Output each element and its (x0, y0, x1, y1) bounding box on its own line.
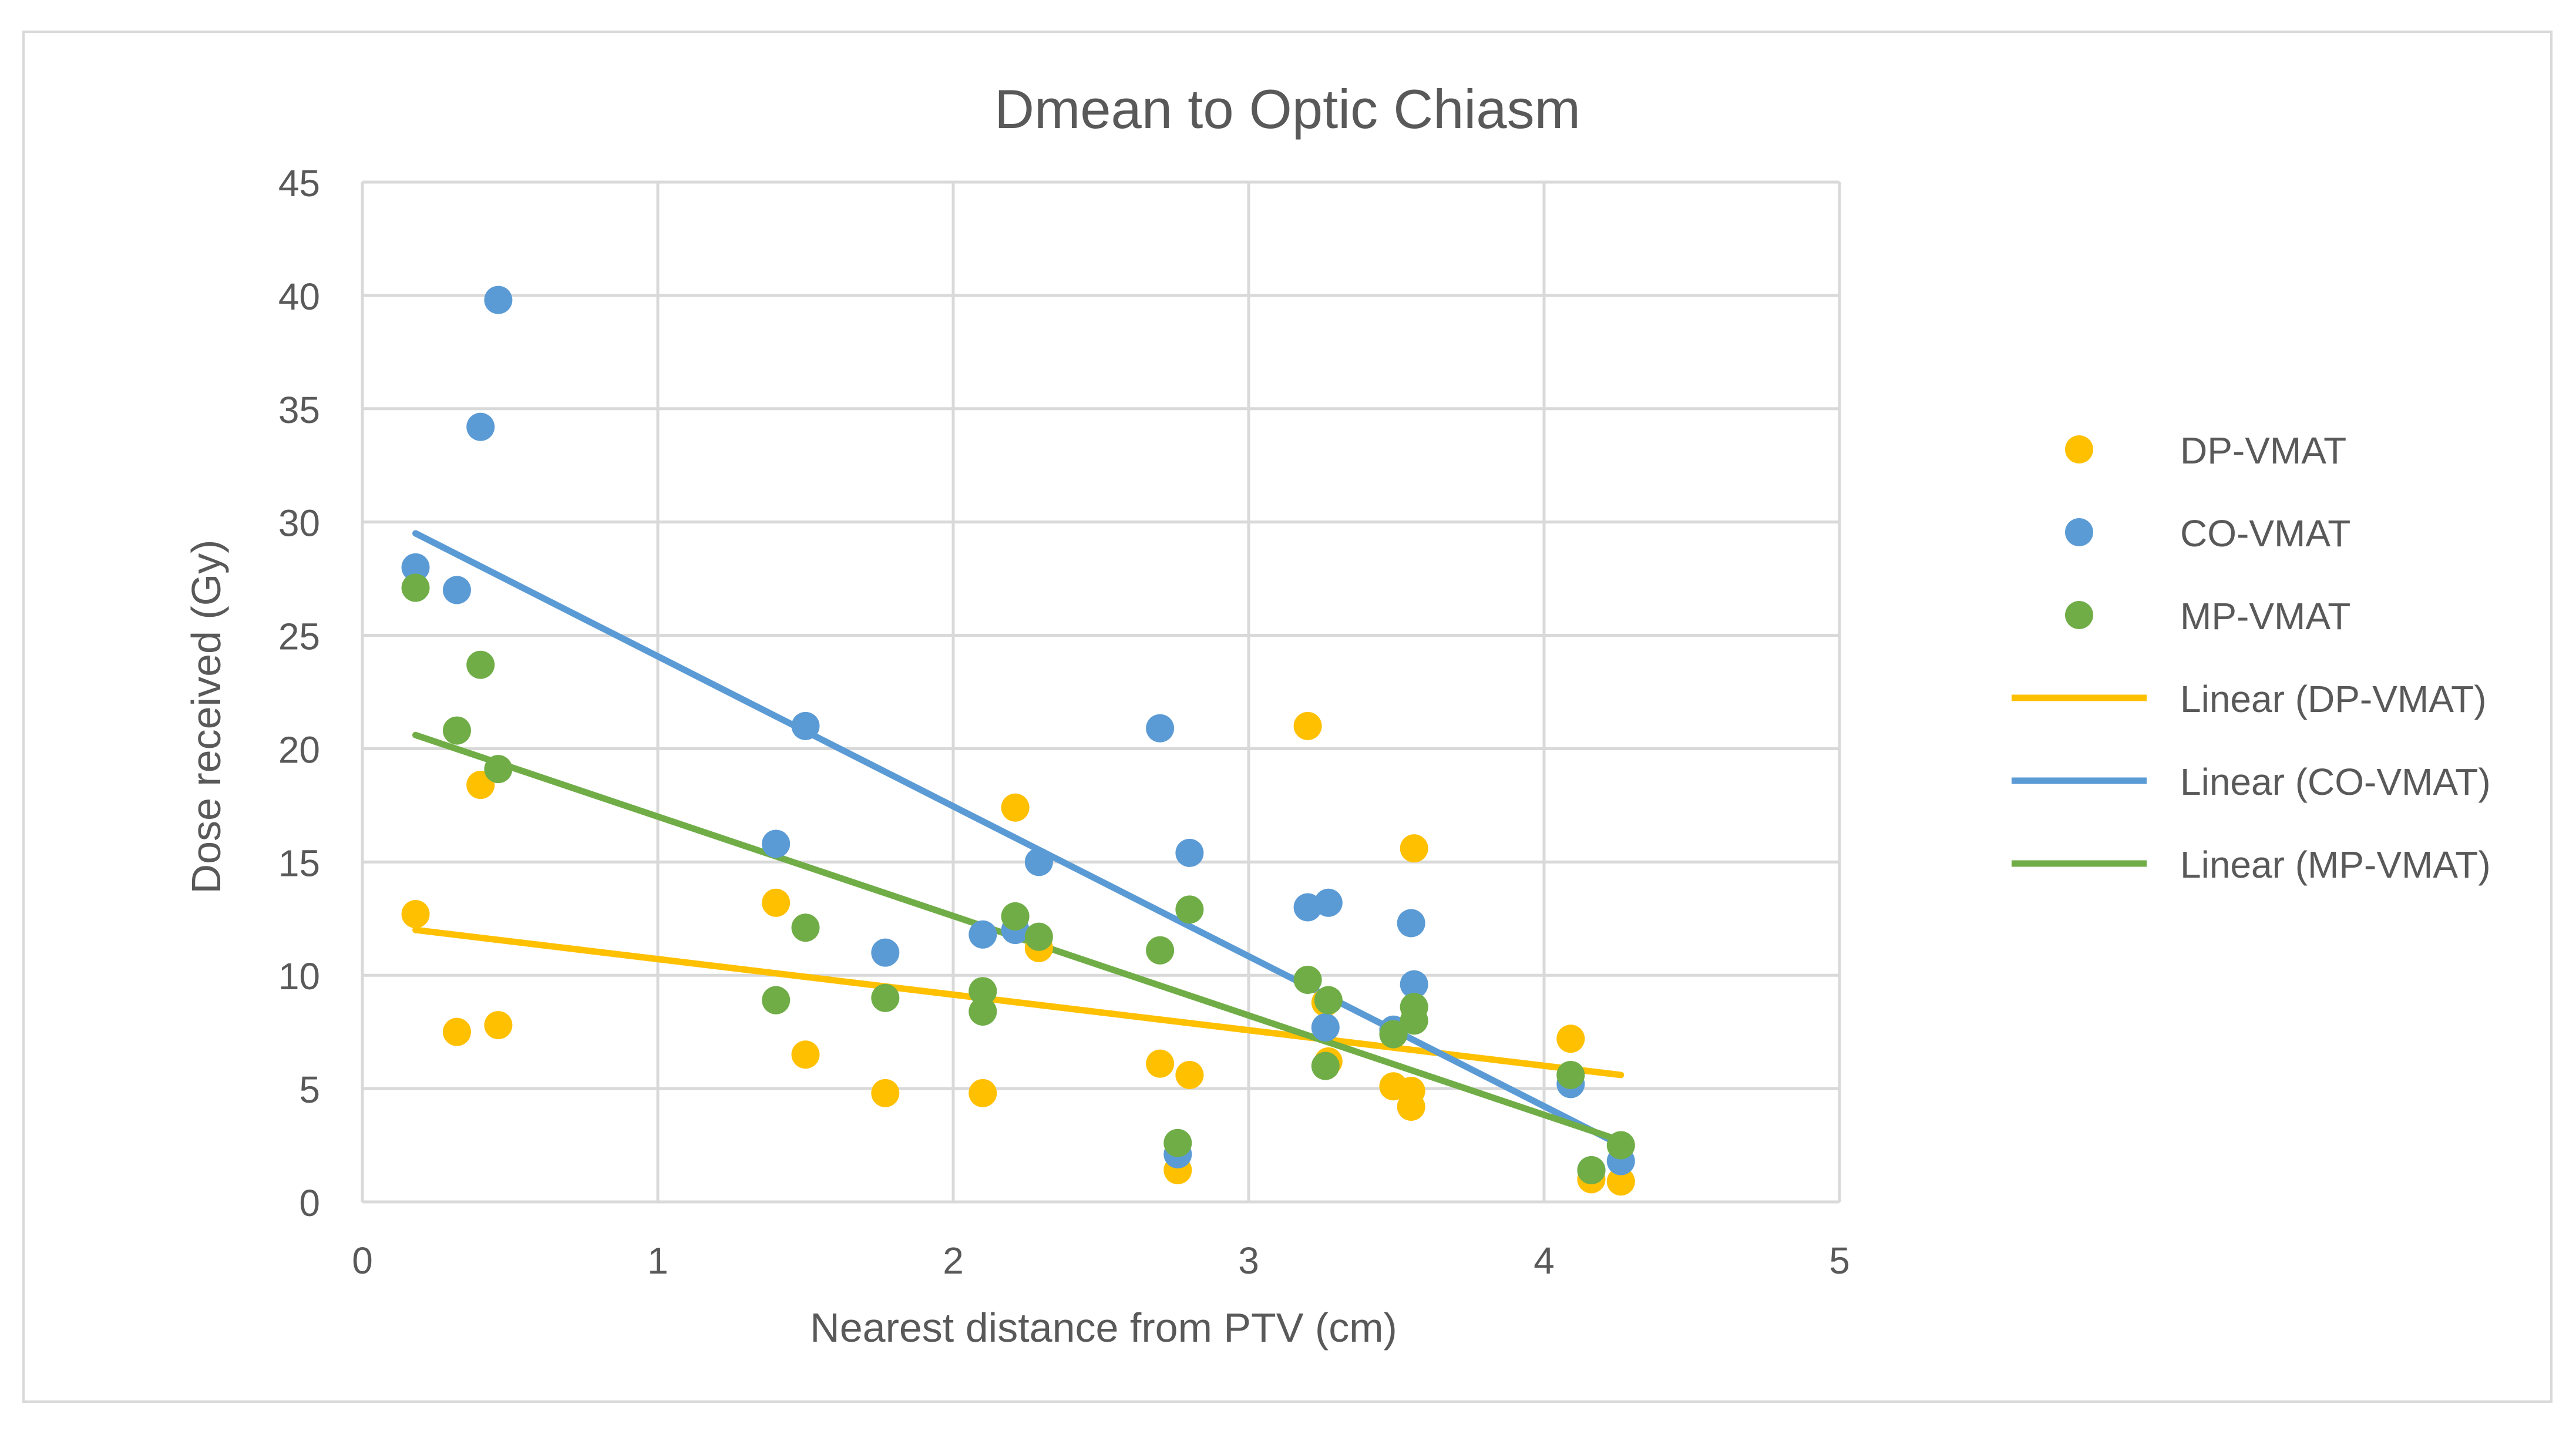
point-mp-vmat (968, 977, 997, 1006)
point-mp-vmat (1314, 986, 1343, 1015)
data-points (401, 285, 1635, 1196)
point-co-vmat (442, 576, 471, 604)
legend-entry: Linear (DP-VMAT) (2012, 678, 2487, 720)
point-dp-vmat (484, 1011, 513, 1040)
point-mp-vmat (762, 986, 791, 1015)
point-dp-vmat (871, 1079, 900, 1107)
point-mp-vmat (401, 573, 430, 602)
point-mp-vmat (466, 650, 495, 679)
point-co-vmat (791, 711, 820, 740)
point-mp-vmat (1146, 936, 1175, 965)
y-axis-label: Dose received (Gy) (183, 540, 229, 894)
legend-marker (2065, 518, 2093, 546)
legend-label: MP-VMAT (2180, 595, 2350, 637)
point-co-vmat (484, 285, 513, 314)
x-tick-label: 4 (1534, 1239, 1555, 1282)
point-dp-vmat (1146, 1049, 1175, 1078)
point-dp-vmat (1001, 793, 1030, 822)
y-tick-label: 20 (278, 728, 320, 771)
trendlines (412, 530, 1625, 1149)
point-mp-vmat (1001, 902, 1030, 931)
point-co-vmat (871, 938, 900, 967)
legend-label: DP-VMAT (2180, 429, 2346, 472)
trendline-dp-vmat (412, 926, 1625, 1079)
gridlines (361, 180, 1841, 1204)
x-tick-label: 5 (1829, 1239, 1850, 1282)
chart-title: Dmean to Optic Chiasm (994, 78, 1580, 140)
point-mp-vmat (1379, 1020, 1408, 1049)
legend-entry: CO-VMAT (2065, 512, 2350, 555)
point-mp-vmat (1024, 922, 1053, 951)
point-co-vmat (1024, 848, 1053, 876)
point-co-vmat (1400, 970, 1428, 999)
y-tick-label: 35 (278, 389, 320, 431)
point-mp-vmat (1556, 1060, 1585, 1089)
legend-label: Linear (DP-VMAT) (2180, 678, 2487, 720)
point-mp-vmat (442, 716, 471, 745)
point-co-vmat (1314, 888, 1343, 917)
point-co-vmat (401, 553, 430, 582)
legend-entry: Linear (MP-VMAT) (2012, 844, 2491, 886)
y-tick-label: 25 (278, 616, 320, 658)
x-tick-label: 3 (1238, 1239, 1259, 1282)
point-dp-vmat (791, 1040, 820, 1069)
point-dp-vmat (1397, 1076, 1425, 1105)
point-co-vmat (1311, 1013, 1340, 1042)
point-mp-vmat (1293, 965, 1322, 994)
chart-frame (22, 31, 2553, 1403)
point-mp-vmat (1577, 1155, 1606, 1184)
point-dp-vmat (1400, 834, 1428, 863)
point-dp-vmat (442, 1017, 471, 1046)
x-tick-label: 2 (943, 1239, 964, 1282)
point-dp-vmat (1293, 711, 1322, 740)
point-mp-vmat (871, 983, 900, 1012)
point-mp-vmat (1400, 1006, 1428, 1035)
point-co-vmat (1146, 714, 1175, 743)
y-tick-label: 30 (278, 502, 320, 545)
point-mp-vmat (1175, 895, 1204, 924)
point-dp-vmat (401, 900, 430, 929)
x-tick-label: 1 (647, 1239, 668, 1282)
legend-marker (2065, 435, 2093, 463)
legend-entry: Linear (CO-VMAT) (2012, 761, 2491, 803)
point-mp-vmat (1311, 1052, 1340, 1080)
legend-entry: MP-VMAT (2065, 595, 2350, 637)
x-tick-label: 0 (352, 1239, 373, 1282)
point-dp-vmat (1556, 1024, 1585, 1053)
y-tick-label: 0 (299, 1182, 320, 1224)
y-tick-label: 45 (278, 162, 320, 204)
x-axis-label: Nearest distance from PTV (cm) (810, 1305, 1397, 1351)
point-mp-vmat (1606, 1131, 1635, 1160)
point-co-vmat (762, 829, 791, 858)
point-co-vmat (968, 920, 997, 949)
point-dp-vmat (968, 1079, 997, 1107)
point-mp-vmat (968, 997, 997, 1026)
legend-label: Linear (CO-VMAT) (2180, 761, 2491, 803)
point-dp-vmat (762, 888, 791, 917)
point-co-vmat (1175, 838, 1204, 867)
legend-entry: DP-VMAT (2065, 429, 2346, 472)
y-tick-label: 10 (278, 955, 320, 997)
legend-marker (2065, 601, 2093, 629)
point-mp-vmat (1163, 1128, 1192, 1157)
point-dp-vmat (1606, 1167, 1635, 1196)
legend-label: Linear (MP-VMAT) (2180, 844, 2491, 886)
y-tick-label: 5 (299, 1069, 320, 1111)
point-dp-vmat (1175, 1060, 1204, 1089)
y-tick-label: 40 (278, 276, 320, 318)
trendline-co-vmat (412, 530, 1625, 1149)
point-mp-vmat (791, 913, 820, 942)
point-co-vmat (1397, 909, 1425, 938)
point-mp-vmat (484, 755, 513, 784)
legend: DP-VMAT CO-VMAT MP-VMAT Linear (DP-VMAT) Lin… (2012, 429, 2491, 886)
y-tick-label: 15 (278, 842, 320, 884)
point-co-vmat (466, 412, 495, 441)
legend-label: CO-VMAT (2180, 512, 2350, 555)
